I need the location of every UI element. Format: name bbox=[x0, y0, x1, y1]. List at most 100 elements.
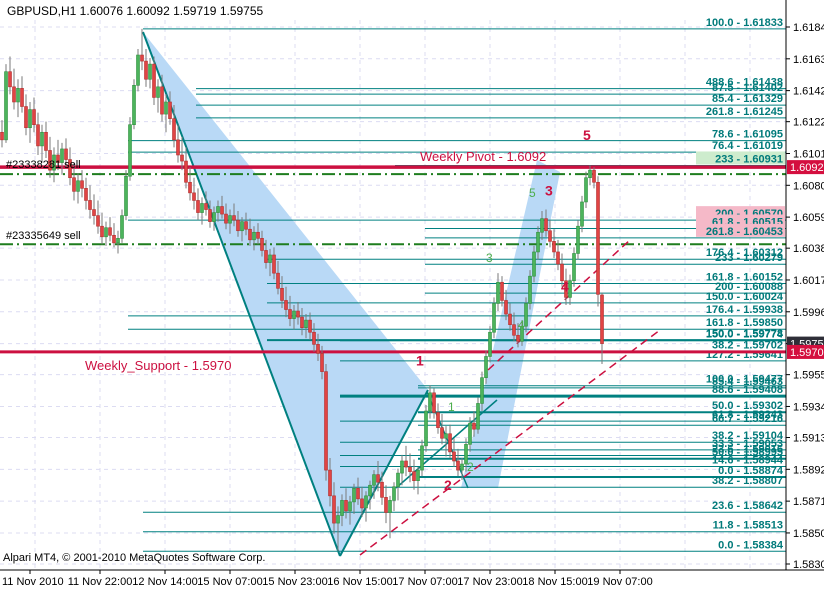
order-line-label[interactable]: #23335649 sell bbox=[6, 230, 81, 243]
candle-body bbox=[500, 281, 504, 301]
candle-body bbox=[20, 88, 24, 107]
price-tick-label: 1.58715 bbox=[793, 496, 824, 508]
candle-body bbox=[200, 203, 204, 213]
candle-body bbox=[384, 497, 388, 513]
candle-body bbox=[228, 215, 232, 224]
candle-body bbox=[572, 253, 576, 282]
price-tick-label: 1.60590 bbox=[793, 212, 824, 224]
dashed-trendline[interactable] bbox=[487, 239, 631, 371]
candle-body bbox=[408, 466, 412, 472]
candle-series bbox=[0, 28, 604, 552]
candle-body bbox=[184, 160, 188, 183]
candle-body bbox=[596, 181, 600, 295]
candle-body bbox=[220, 206, 224, 215]
candle-body bbox=[504, 300, 508, 315]
wave-labels: 1 2 3 4 5 1 2 3 4 5 bbox=[416, 127, 591, 493]
candle-body bbox=[156, 86, 160, 98]
candle-body bbox=[120, 215, 124, 239]
price-marker-value: 1.59700 bbox=[790, 347, 824, 359]
fib-level-label: 261.8 - 1.60453 bbox=[706, 226, 783, 238]
candle-body bbox=[456, 460, 460, 471]
fib-level-label: 233 - 1.60931 bbox=[715, 153, 783, 165]
candle-body bbox=[296, 310, 300, 318]
wedge-edge-line[interactable] bbox=[339, 389, 429, 557]
time-tick-label: 18 Nov 15:00 bbox=[522, 576, 587, 588]
candle-body bbox=[584, 177, 588, 203]
candle-body bbox=[252, 231, 256, 241]
candle-body bbox=[476, 403, 480, 430]
candle-body bbox=[376, 474, 380, 483]
wave-label-minor: 2 bbox=[467, 460, 474, 474]
candle-body bbox=[552, 241, 556, 253]
dashed-trendline[interactable] bbox=[359, 329, 661, 556]
fib-level-label: 150.0 - 1.60024 bbox=[706, 291, 784, 303]
candle-body bbox=[424, 410, 428, 447]
candle-body bbox=[56, 154, 60, 163]
candle-body bbox=[36, 124, 40, 147]
candle-body bbox=[484, 356, 488, 378]
candle-body bbox=[428, 392, 432, 412]
price-tick-label: 1.61010 bbox=[793, 148, 824, 160]
candle-body bbox=[164, 101, 168, 115]
candle-body bbox=[544, 218, 548, 232]
price-axis-bg[interactable] bbox=[786, 0, 824, 592]
order-line-label[interactable]: #23338281 sell bbox=[6, 159, 81, 172]
candle-body bbox=[560, 263, 564, 282]
candle-body bbox=[24, 106, 28, 129]
wave-label-major: 5 bbox=[583, 127, 591, 143]
weekly-support-label[interactable]: Weekly_Support - 1.5970 bbox=[85, 357, 232, 373]
price-tick-label: 1.61635 bbox=[793, 54, 824, 66]
wedge-edge-line[interactable] bbox=[142, 31, 341, 557]
candle-body bbox=[284, 300, 288, 310]
price-tick-label: 1.59965 bbox=[793, 307, 824, 319]
copyright-text: Alpari MT4, © 2001-2010 MetaQuotes Softw… bbox=[3, 552, 266, 564]
price-tick-label: 1.61425 bbox=[793, 86, 824, 98]
candle-body bbox=[380, 481, 384, 498]
candle-body bbox=[480, 377, 484, 404]
candle-body bbox=[196, 200, 200, 213]
candle-body bbox=[216, 206, 220, 213]
wave-label-minor: 5 bbox=[529, 186, 536, 200]
time-tick-label: 11 Nov 2010 bbox=[2, 576, 64, 588]
candle-body bbox=[180, 154, 184, 162]
candle-body bbox=[204, 203, 208, 210]
wave-label-major: 2 bbox=[444, 477, 452, 493]
price-tick-label: 1.60800 bbox=[793, 180, 824, 192]
candle-body bbox=[88, 200, 92, 210]
candle-body bbox=[160, 86, 164, 115]
candle-body bbox=[460, 463, 464, 471]
price-tick-label: 1.61845 bbox=[793, 22, 824, 34]
fib-level-label: 38.2 - 1.59702 bbox=[712, 340, 783, 352]
candle-body bbox=[168, 101, 172, 119]
fib-level-label: 50.0 - 1.58995 bbox=[712, 447, 783, 459]
candle-body bbox=[292, 310, 296, 319]
candle-body bbox=[548, 230, 552, 242]
price-marker-value: 1.60920 bbox=[790, 162, 824, 174]
fib-level-label: 200 - 1.60088 bbox=[715, 281, 783, 293]
fib-level-label: 38.2 - 1.59104 bbox=[712, 430, 784, 442]
candle-body bbox=[208, 209, 212, 222]
time-tick-label: 17 Nov 23:00 bbox=[457, 576, 522, 588]
candle-body bbox=[288, 309, 292, 319]
fib-level-label: 66.7 - 1.59216 bbox=[712, 413, 783, 425]
price-marker-box bbox=[787, 160, 824, 175]
weekly-pivot-label[interactable]: Weekly Pivot - 1.6092 bbox=[420, 149, 547, 165]
candle-body bbox=[320, 353, 324, 372]
candle-body bbox=[400, 460, 404, 474]
candle-body bbox=[452, 451, 456, 462]
candle-body bbox=[248, 228, 252, 241]
chart-ohlc-title: GBPUSD,H1 1.60076 1.60092 1.59719 1.5975… bbox=[7, 4, 264, 18]
price-tick-label: 1.60175 bbox=[793, 275, 824, 287]
price-tick-label: 1.61220 bbox=[793, 117, 824, 129]
candle-body bbox=[272, 254, 276, 274]
candle-body bbox=[580, 201, 584, 227]
candle-body bbox=[372, 474, 376, 486]
candle-body bbox=[412, 471, 416, 481]
candle-body bbox=[436, 412, 440, 428]
candle-body bbox=[60, 148, 64, 163]
time-axis-bg[interactable] bbox=[0, 571, 824, 592]
candle-body bbox=[524, 303, 528, 327]
